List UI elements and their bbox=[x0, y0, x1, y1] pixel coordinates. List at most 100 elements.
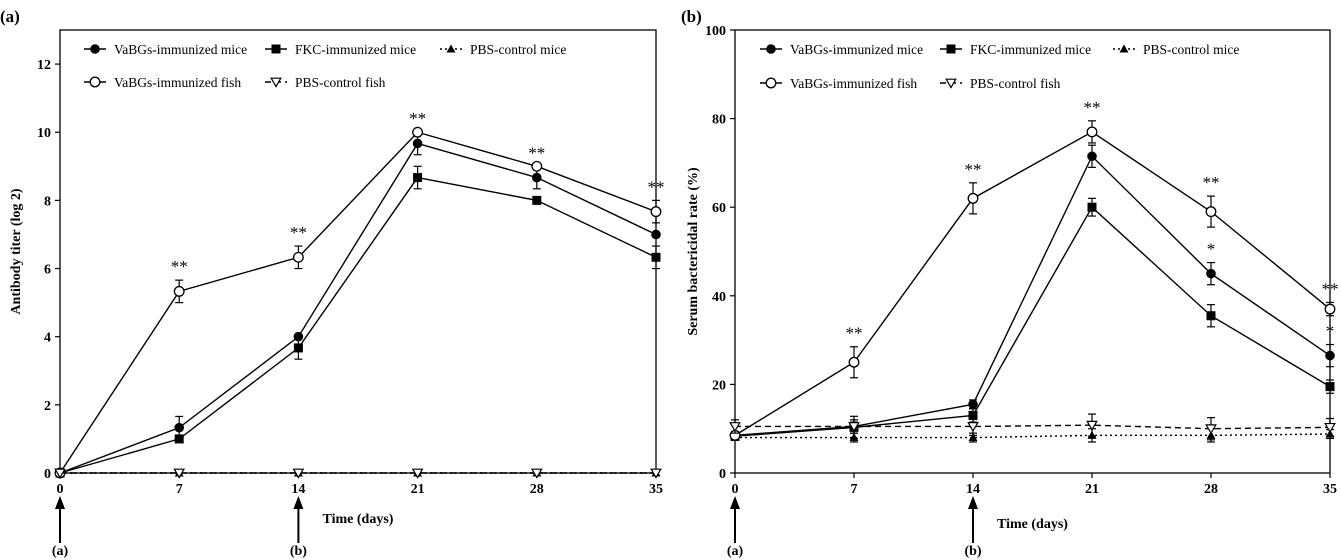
legend-item: FKC-immunized mice bbox=[265, 42, 416, 57]
data-point bbox=[729, 422, 741, 433]
arrow-label: (a) bbox=[727, 544, 744, 559]
data-point bbox=[1086, 420, 1098, 431]
y-tick-label: 12 bbox=[37, 58, 51, 73]
significance-marker: ** bbox=[1203, 173, 1220, 192]
data-point bbox=[968, 433, 978, 442]
legend-item: FKC-immunized mice bbox=[940, 42, 1091, 57]
data-point bbox=[530, 468, 543, 479]
data-point bbox=[849, 433, 859, 442]
data-point bbox=[532, 195, 542, 205]
legend-marker bbox=[270, 77, 282, 88]
legend-marker bbox=[446, 44, 456, 53]
significance-marker: ** bbox=[965, 160, 982, 179]
legend-marker bbox=[766, 44, 776, 54]
legend-item: PBS-control fish bbox=[265, 75, 386, 90]
legend-label: PBS-control mice bbox=[470, 42, 566, 57]
panel-label: (a) bbox=[0, 7, 20, 26]
x-tick-label: 35 bbox=[1323, 482, 1337, 497]
data-point bbox=[174, 434, 184, 444]
y-tick-label: 100 bbox=[705, 24, 726, 39]
panel-label: (b) bbox=[681, 7, 702, 26]
x-tick-label: 35 bbox=[649, 482, 663, 497]
series-vabgs-immunized-mice bbox=[730, 144, 1335, 441]
data-point bbox=[1086, 126, 1098, 138]
series-pbs-control-mice bbox=[730, 428, 1335, 443]
significance-marker: ** bbox=[1322, 279, 1339, 298]
data-point bbox=[968, 399, 978, 410]
data-point bbox=[967, 192, 979, 204]
y-axis-title: Serum bactericidal rate (%) bbox=[686, 167, 701, 336]
data-point bbox=[292, 251, 304, 263]
legend-marker bbox=[1119, 44, 1129, 53]
x-axis-title: Time (days) bbox=[997, 517, 1068, 532]
data-point bbox=[651, 229, 661, 240]
x-tick-label: 28 bbox=[530, 482, 544, 497]
up-arrow-icon bbox=[730, 496, 740, 509]
x-axis-title: Time (days) bbox=[323, 512, 394, 527]
legend-item: VaBGs-immunized fish bbox=[760, 76, 917, 91]
up-arrow-icon bbox=[55, 496, 65, 509]
legend-item: PBS-control fish bbox=[940, 76, 1061, 91]
series-pbs-control-fish bbox=[729, 413, 1336, 441]
legend-label: FKC-immunized mice bbox=[970, 42, 1091, 57]
significance-marker: ** bbox=[1084, 98, 1101, 117]
y-tick-label: 4 bbox=[44, 331, 51, 346]
y-tick-label: 0 bbox=[44, 467, 51, 482]
arrow-label: (b) bbox=[290, 544, 307, 559]
y-tick-label: 20 bbox=[712, 378, 726, 393]
data-point bbox=[173, 285, 185, 297]
data-point bbox=[532, 172, 542, 183]
legend-label: VaBGs-immunized fish bbox=[114, 75, 241, 90]
legend-label: FKC-immunized mice bbox=[295, 42, 416, 57]
plot-frame bbox=[59, 29, 657, 474]
series-vabgs-immunized-fish bbox=[54, 126, 662, 479]
x-tick-label: 21 bbox=[1085, 482, 1099, 497]
data-point bbox=[1087, 151, 1097, 162]
legend-label: VaBGs-immunized fish bbox=[790, 76, 917, 91]
legend-label: VaBGs-immunized mice bbox=[790, 42, 923, 57]
data-point bbox=[54, 468, 66, 479]
data-point bbox=[968, 410, 978, 420]
significance-marker: * bbox=[1207, 240, 1216, 259]
series-line bbox=[734, 131, 1331, 436]
legend-item: VaBGs-immunized mice bbox=[760, 42, 923, 57]
data-point bbox=[411, 468, 424, 479]
data-point bbox=[651, 252, 661, 262]
series-line bbox=[59, 176, 657, 474]
data-point bbox=[412, 126, 424, 138]
data-point bbox=[174, 422, 184, 433]
x-tick-label: 7 bbox=[851, 482, 858, 497]
series-line bbox=[735, 424, 1331, 430]
y-tick-label: 40 bbox=[712, 290, 726, 305]
data-point bbox=[1324, 422, 1336, 434]
x-tick-label: 7 bbox=[176, 482, 183, 497]
chart-panel-2: (b) 0 7 14 21 28 35 0 20 40 60 80 100 Time (days) Seru… bbox=[681, 7, 1339, 559]
series-line bbox=[59, 142, 657, 474]
y-tick-label: 10 bbox=[37, 126, 51, 141]
data-point bbox=[1205, 206, 1217, 218]
significance-marker: ** bbox=[171, 257, 188, 276]
series-fkc-immunized-mice bbox=[730, 197, 1335, 441]
significance-marker: * bbox=[1326, 322, 1335, 341]
up-arrow-icon bbox=[968, 496, 978, 509]
data-point bbox=[531, 160, 543, 172]
x-tick-label: 14 bbox=[966, 482, 980, 497]
series-fkc-immunized-mice bbox=[55, 165, 661, 478]
data-point bbox=[848, 422, 860, 433]
data-point bbox=[650, 206, 662, 218]
x-tick-label: 21 bbox=[411, 482, 425, 497]
data-point bbox=[412, 138, 423, 149]
legend-marker bbox=[946, 44, 956, 54]
series-vabgs-immunized-mice bbox=[55, 131, 661, 478]
legend-label: VaBGs-immunized mice bbox=[114, 42, 247, 57]
y-axis-title: Antibody titer (log 2) bbox=[9, 188, 24, 314]
data-point bbox=[292, 468, 305, 479]
arrow-label: (b) bbox=[964, 544, 981, 559]
y-tick-label: 0 bbox=[719, 467, 726, 482]
data-point bbox=[413, 173, 423, 183]
data-point bbox=[1325, 350, 1335, 361]
y-tick-label: 6 bbox=[44, 263, 51, 278]
legend-item: VaBGs-immunized fish bbox=[84, 75, 241, 90]
x-tick-label: 0 bbox=[732, 482, 739, 497]
data-point bbox=[173, 468, 186, 479]
